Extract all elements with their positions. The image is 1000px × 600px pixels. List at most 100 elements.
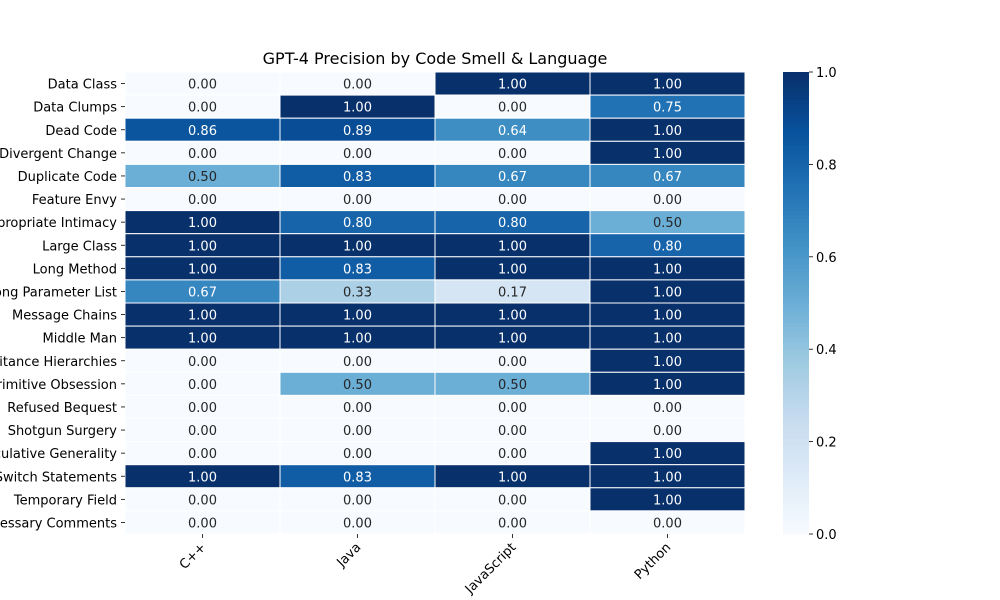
colorbar-segment (783, 191, 809, 196)
colorbar-segment (783, 229, 809, 235)
row-tick-label: Switch Statements (0, 470, 117, 485)
cell-value-label: 1.00 (653, 78, 682, 93)
cell-value-label: 1.00 (653, 332, 682, 347)
colorbar-segment (783, 283, 809, 289)
cell-value-label: 0.00 (188, 355, 217, 370)
colorbar-segment (783, 145, 809, 150)
cell-value-label: 0.00 (498, 147, 527, 162)
colorbar-segment (783, 414, 809, 420)
cell-value-label: 0.83 (343, 470, 372, 485)
cell-value-label: 1.00 (343, 309, 372, 324)
colorbar-segment (783, 507, 809, 512)
colorbar-segment (783, 391, 809, 396)
row-tick-label: Middle Man (43, 332, 118, 347)
colorbar-segment (783, 437, 809, 443)
row-tick-label: Temporary Field (13, 493, 117, 508)
colorbar-tick-label: 0.6 (816, 251, 837, 266)
colorbar-segment (783, 491, 809, 497)
row-tick-label: Unnecessary Comments (0, 516, 117, 531)
colorbar-segment (783, 345, 809, 350)
cell-value-label: 1.00 (188, 216, 217, 231)
colorbar-segment (783, 337, 809, 343)
colorbar-segment (783, 468, 809, 473)
row-tick-label: Message Chains (12, 309, 117, 324)
cell-value-label: 0.86 (188, 124, 217, 139)
column-tick-label: JavaScript (462, 540, 519, 597)
cell-value-label: 0.00 (343, 355, 372, 370)
colorbar-segment (783, 364, 809, 370)
cell-value-label: 0.00 (498, 493, 527, 508)
colorbar-segment (783, 518, 809, 524)
colorbar-segment (783, 291, 809, 296)
colorbar-segment (783, 376, 809, 381)
colorbar-segment (783, 106, 809, 112)
cell-value-label: 0.00 (188, 101, 217, 116)
colorbar-segment (783, 510, 809, 516)
colorbar-segment (783, 483, 809, 489)
cell-value-label: 0.00 (343, 147, 372, 162)
cell-value-label: 1.00 (343, 239, 372, 254)
colorbar-segment (783, 422, 809, 427)
cell-value-label: 0.64 (498, 124, 527, 139)
cell-value-label: 0.89 (343, 124, 372, 139)
cell-value-label: 0.80 (498, 216, 527, 231)
cell-value-label: 1.00 (343, 101, 372, 116)
row-tick-label: Data Clumps (33, 101, 117, 116)
colorbar-segment (783, 199, 809, 204)
colorbar-segment (783, 341, 809, 346)
colorbar-segment (783, 476, 809, 481)
cell-value-label: 0.00 (188, 193, 217, 208)
colorbar-segment (783, 287, 809, 293)
colorbar-segment (783, 457, 809, 462)
column-tick-labels: C++ Java JavaScript Python (177, 534, 674, 598)
colorbar-segment (783, 360, 809, 366)
colorbar-segment (783, 530, 809, 535)
colorbar-segment (783, 368, 809, 373)
colorbar-segment (783, 79, 809, 85)
colorbar-segment (783, 249, 809, 254)
colorbar-segment (783, 522, 809, 527)
colorbar-segment (783, 480, 809, 485)
colorbar-segment (783, 268, 809, 273)
colorbar-segment (783, 149, 809, 154)
colorbar-segment (783, 310, 809, 316)
colorbar-segment (783, 122, 809, 127)
colorbar-segment (783, 152, 809, 158)
cell-value-label: 0.50 (653, 216, 682, 231)
cell-value-label: 1.00 (343, 332, 372, 347)
cell-value-label: 1.00 (498, 239, 527, 254)
cell-value-label: 0.17 (498, 285, 527, 300)
cell-value-label: 0.00 (498, 355, 527, 370)
cell-value-label: 1.00 (653, 470, 682, 485)
colorbar-segment (783, 322, 809, 327)
colorbar-segment (783, 179, 809, 185)
cell-value-label: 0.00 (498, 424, 527, 439)
cell-value-label: 0.00 (188, 401, 217, 416)
colorbar-segment (783, 172, 809, 177)
colorbar-segment (783, 226, 809, 231)
heatmap-cells: 0.00 0.00 1.00 1.00 0.00 1.00 0.00 0.75 0.86 0.89… (124, 71, 746, 535)
colorbar-segment (783, 495, 809, 500)
colorbar-tick-label: 0.0 (816, 528, 837, 543)
colorbar-segment (783, 356, 809, 362)
colorbar-segment (783, 133, 809, 139)
colorbar-segment (783, 503, 809, 508)
cell-value-label: 1.00 (498, 470, 527, 485)
colorbar-segment (783, 383, 809, 389)
row-tick-label: Divergent Change (0, 147, 117, 162)
colorbar-segment (783, 329, 809, 335)
colorbar-segment (783, 183, 809, 189)
cell-value-label: 0.00 (188, 378, 217, 393)
row-tick-label: Speculative Generality (0, 447, 117, 462)
colorbar-segment (783, 187, 809, 192)
colorbar-segment (783, 318, 809, 323)
cell-value-label: 1.00 (498, 332, 527, 347)
cell-value-label: 1.00 (498, 262, 527, 277)
colorbar-segment (783, 453, 809, 458)
row-tick-label: Primitive Obsession (0, 378, 117, 393)
row-tick-label: Shotgun Surgery (8, 424, 118, 439)
colorbar-segment (783, 214, 809, 219)
colorbar-segment (783, 102, 809, 108)
colorbar-segment (783, 272, 809, 277)
